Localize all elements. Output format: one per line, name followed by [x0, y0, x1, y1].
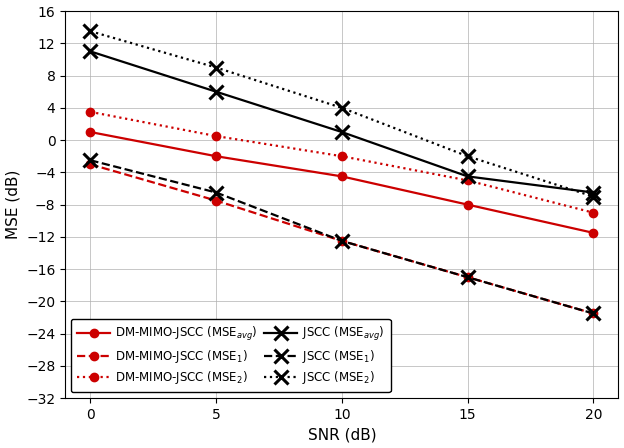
Y-axis label: MSE (dB): MSE (dB)	[6, 170, 21, 239]
Legend: DM-MIMO-JSCC (MSE$_{avg}$), DM-MIMO-JSCC (MSE$_1$), DM-MIMO-JSCC (MSE$_2$), JSCC: DM-MIMO-JSCC (MSE$_{avg}$), DM-MIMO-JSCC…	[71, 319, 391, 392]
X-axis label: SNR (dB): SNR (dB)	[308, 427, 376, 443]
